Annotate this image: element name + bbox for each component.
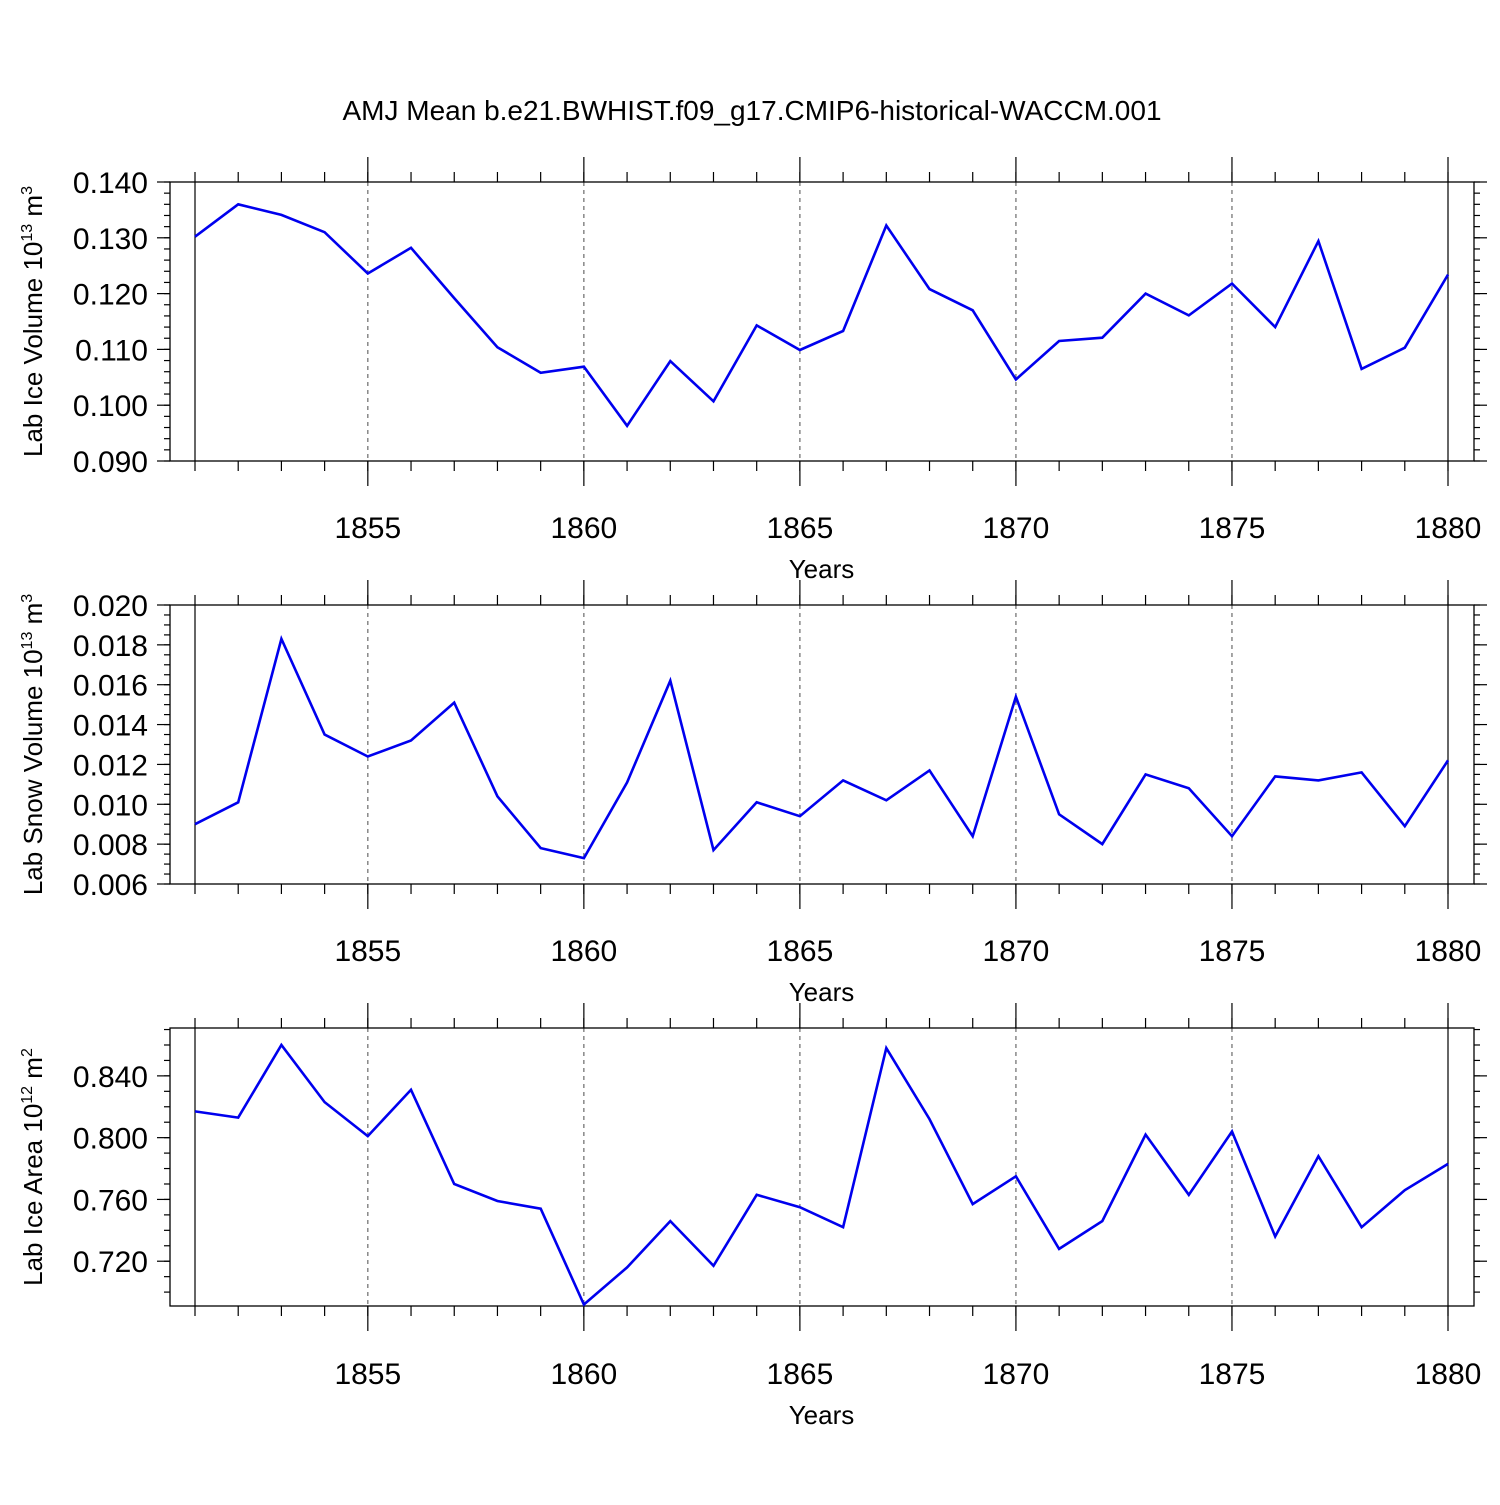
y-axis-title-exponent: 12: [19, 1086, 36, 1104]
x-tick-label: 1865: [767, 512, 834, 545]
y-tick-label: 0.006: [73, 869, 148, 902]
x-tick-label: 1865: [767, 1358, 834, 1391]
y-tick-label: 0.140: [73, 167, 148, 200]
lab-snow-volume-series-line: [194, 635, 1450, 860]
y-tick-label: 0.012: [73, 749, 148, 782]
y-tick-label: 0.760: [73, 1184, 148, 1217]
x-tick-label: 1870: [983, 935, 1050, 968]
x-tick-label: 1880: [1415, 935, 1482, 968]
y-axis-title-exponent: 13: [19, 224, 36, 242]
y-tick-label: 0.800: [73, 1123, 148, 1156]
x-tick-label: 1880: [1415, 1358, 1482, 1391]
x-tick-label: 1855: [334, 1358, 401, 1391]
lab-ice-area-panel: 0.720 0.760 0.800 0.840 1855 1860 1865 1870 1875…: [18, 1003, 1487, 1430]
x-tick-label: 1865: [767, 935, 834, 968]
x-tick-label: 1855: [334, 512, 401, 545]
y-axis-title: Lab Snow Volume 1013 m3: [18, 594, 48, 895]
lab-ice-volume-panel: 0.090 0.100 0.110 0.120 0.130 0.140 1855 1860 18…: [18, 157, 1487, 584]
y-tick-label: 0.120: [73, 279, 148, 312]
y-tick-label: 0.008: [73, 829, 148, 862]
y-axis-title-unit-exponent: 2: [19, 1048, 36, 1057]
y-tick-label: 0.840: [73, 1061, 148, 1094]
x-tick-label: 1860: [550, 1358, 617, 1391]
plot-frame: [169, 181, 1475, 462]
y-tick-label: 0.016: [73, 670, 148, 703]
y-tick-label: 0.020: [73, 590, 148, 623]
y-axis-title-unit: m: [18, 603, 48, 632]
y-axis-title-main: Lab Ice Area 10: [18, 1104, 48, 1286]
x-tick-label: 1875: [1199, 935, 1266, 968]
y-axis-title: Lab Ice Volume 1013 m3: [18, 186, 48, 457]
y-tick-label: 0.010: [73, 789, 148, 822]
y-axis-title-unit-exponent: 3: [19, 594, 36, 603]
chart-title: AMJ Mean b.e21.BWHIST.f09_g17.CMIP6-hist…: [342, 95, 1161, 126]
x-axis-title: Years: [789, 554, 855, 584]
plot-frame: [169, 1027, 1475, 1307]
y-tick-label: 0.014: [73, 710, 148, 743]
x-tick-label: 1870: [983, 512, 1050, 545]
y-tick-label: 0.018: [73, 630, 148, 663]
y-axis-title-main: Lab Ice Volume 10: [18, 242, 48, 457]
lab-ice-volume-series-line: [194, 202, 1450, 429]
y-axis-title-unit: m: [18, 195, 48, 224]
y-tick-label: 0.130: [73, 223, 148, 256]
x-axis-title: Years: [789, 977, 855, 1007]
y-tick-label: 0.110: [75, 334, 148, 367]
lab-snow-volume-panel: 0.006 0.008 0.010 0.012 0.014 0.016 0.018 0.020…: [18, 580, 1487, 1007]
plot-frame: [169, 604, 1475, 885]
y-tick-label: 0.720: [73, 1246, 148, 1279]
x-axis-title: Years: [789, 1400, 855, 1430]
x-tick-label: 1870: [983, 1358, 1050, 1391]
lab-ice-area-series-line: [194, 1042, 1449, 1307]
x-tick-label: 1875: [1199, 512, 1266, 545]
y-axis-title-unit: m: [18, 1057, 48, 1086]
y-tick-label: 0.090: [73, 446, 148, 479]
y-axis-title-main: Lab Snow Volume 10: [18, 649, 48, 895]
x-tick-label: 1855: [334, 935, 401, 968]
x-tick-label: 1860: [550, 512, 617, 545]
x-tick-label: 1880: [1415, 512, 1482, 545]
y-axis-title-exponent: 13: [19, 632, 36, 650]
x-tick-label: 1860: [550, 935, 617, 968]
y-tick-label: 0.100: [73, 390, 148, 423]
y-axis-title: Lab Ice Area 1012 m2: [18, 1048, 48, 1286]
y-axis-title-unit-exponent: 3: [19, 186, 36, 195]
x-tick-label: 1875: [1199, 1358, 1266, 1391]
